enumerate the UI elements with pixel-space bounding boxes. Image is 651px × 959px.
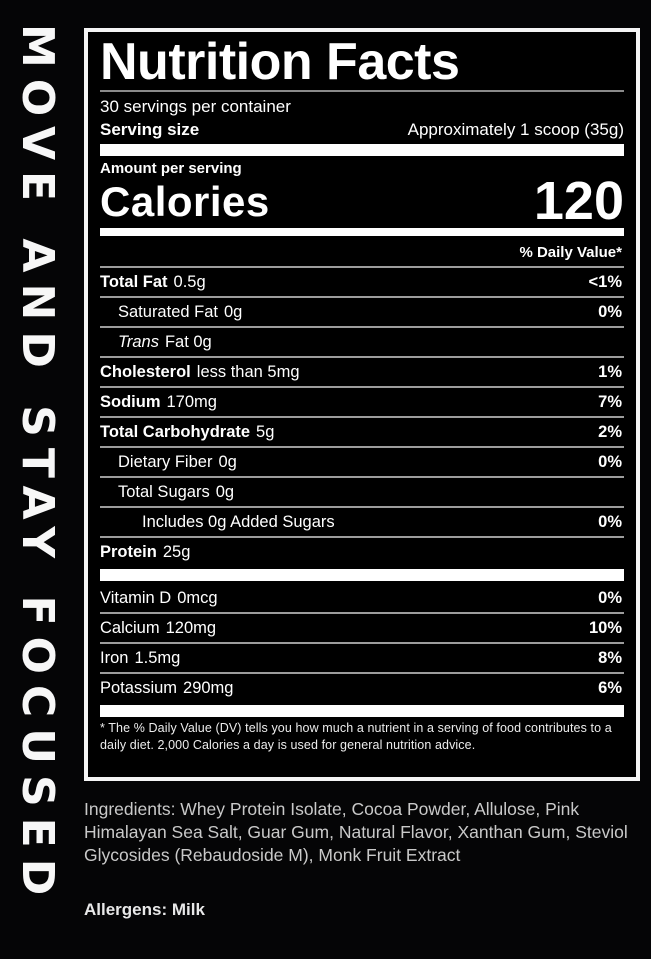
nutrient-row: Protein 25g — [100, 536, 624, 566]
daily-value-header: % Daily Value* — [519, 244, 622, 261]
nutrient-name: Sodium — [100, 393, 161, 411]
nutrient-amount: less than 5mg — [196, 363, 300, 381]
nutrient-name: Total Carbohydrate — [100, 423, 251, 441]
nutrient-name: Saturated Fat — [118, 303, 218, 321]
nutrient-text: Total Carbohydrate 5g — [100, 421, 274, 443]
nutrient-daily-value: <1% — [588, 273, 622, 291]
nutrient-name: Iron — [100, 649, 129, 667]
nutrient-name: Dietary Fiber — [118, 453, 213, 471]
thick-divider-bar — [100, 144, 624, 156]
nutrient-text: Includes 0g Added Sugars — [142, 511, 335, 533]
nutrient-daily-value: 0% — [598, 589, 622, 607]
nutrient-daily-value: 8% — [598, 649, 622, 667]
nutrient-text: Potassium 290mg — [100, 677, 233, 699]
nutrient-name: Trans — [118, 333, 159, 351]
side-slogan-text: MOVE AND STAY FOCUSED — [12, 24, 63, 907]
nutrient-row: Potassium 290mg 6% — [100, 672, 624, 702]
allergens-text: Allergens: Milk — [84, 900, 205, 919]
nutrient-name: Cholesterol — [100, 363, 191, 381]
nutrient-row: Total Sugars 0g — [100, 476, 624, 506]
nutrient-row: Includes 0g Added Sugars 0% — [100, 506, 624, 536]
nutrient-amount: 170mg — [166, 393, 217, 411]
nutrient-amount: 0mcg — [177, 589, 218, 607]
nutrient-daily-value: 6% — [598, 679, 622, 697]
nutrient-daily-value: 1% — [598, 363, 622, 381]
nutrient-daily-value: 2% — [598, 423, 622, 441]
nutrient-daily-value: 0% — [598, 513, 622, 531]
nutrient-text: Vitamin D 0mcg — [100, 587, 218, 609]
serving-size-value: Approximately 1 scoop (35g) — [407, 120, 624, 139]
title-divider — [100, 90, 624, 92]
nutrient-row: Vitamin D 0mcg 0% — [100, 584, 624, 612]
calories-value: 120 — [533, 171, 624, 231]
nutrient-daily-value: 10% — [588, 619, 622, 637]
nutrient-row: Saturated Fat 0g 0% — [100, 296, 624, 326]
nutrient-row: Total Fat 0.5g <1% — [100, 266, 624, 296]
medium-divider-bar — [100, 228, 624, 236]
nutrient-text: Trans Fat 0g — [118, 331, 212, 353]
nutrient-amount: 0g — [218, 453, 237, 471]
serving-size-row: Serving size Approximately 1 scoop (35g) — [100, 118, 624, 141]
nutrient-daily-value: 0% — [598, 303, 622, 321]
nutrient-amount: 25g — [162, 543, 191, 561]
nutrient-text: Protein 25g — [100, 541, 190, 563]
thick-divider-bar — [100, 705, 624, 717]
nutrient-amount: Fat 0g — [164, 333, 212, 351]
nutrient-row: Dietary Fiber 0g 0% — [100, 446, 624, 476]
nutrient-row: Cholesterol less than 5mg 1% — [100, 356, 624, 386]
nutrient-name: Protein — [100, 543, 157, 561]
nutrient-row: Sodium 170mg 7% — [100, 386, 624, 416]
nutrition-facts-panel: Nutrition Facts 30 servings per containe… — [84, 28, 640, 781]
nutrient-amount: 0.5g — [173, 273, 206, 291]
nutrient-row: Total Carbohydrate 5g 2% — [100, 416, 624, 446]
nutrient-name: Total Fat — [100, 273, 168, 291]
ingredients-text: Ingredients: Whey Protein Isolate, Cocoa… — [84, 799, 628, 865]
nutrient-text: Cholesterol less than 5mg — [100, 361, 300, 383]
servings-per-container: 30 servings per container — [100, 97, 291, 116]
nutrition-facts-title: Nutrition Facts — [100, 33, 460, 91]
nutrient-amount: 0g — [215, 483, 235, 501]
serving-size-label: Serving size — [100, 120, 200, 139]
nutrient-row: Calcium 120mg 10% — [100, 612, 624, 642]
daily-value-footnote: * The % Daily Value (DV) tells you how m… — [100, 721, 612, 752]
nutrient-amount: 1.5mg — [134, 649, 181, 667]
nutrient-row: Iron 1.5mg 8% — [100, 642, 624, 672]
nutrient-text: Sodium 170mg — [100, 391, 217, 413]
nutrient-name: Includes 0g Added Sugars — [142, 513, 335, 531]
thick-divider-bar — [100, 569, 624, 581]
amount-per-serving-label: Amount per serving — [100, 160, 242, 177]
calories-label: Calories — [100, 178, 270, 225]
nutrient-text: Total Sugars 0g — [118, 481, 234, 503]
nutrient-amount: 5g — [256, 423, 275, 441]
nutrient-text: Total Fat 0.5g — [100, 271, 206, 293]
nutrient-amount: 290mg — [183, 679, 234, 697]
nutrient-text: Calcium 120mg — [100, 617, 216, 639]
nutrient-rows: Total Fat 0.5g <1% Saturated Fat 0g 0% Tra… — [100, 266, 624, 566]
nutrient-row: Trans Fat 0g — [100, 326, 624, 356]
calories-row: Calories 120 — [100, 171, 624, 231]
vitamin-rows: Vitamin D 0mcg 0% Calcium 120mg 10% Iron 1.… — [100, 584, 624, 702]
nutrient-text: Iron 1.5mg — [100, 647, 180, 669]
nutrient-text: Dietary Fiber 0g — [118, 451, 237, 473]
nutrient-name: Potassium — [100, 679, 178, 697]
nutrient-amount: 120mg — [165, 619, 217, 637]
nutrient-name: Calcium — [100, 619, 160, 637]
nutrient-name: Vitamin D — [100, 589, 172, 607]
nutrient-text: Saturated Fat 0g — [118, 301, 242, 323]
nutrient-daily-value: 7% — [598, 393, 622, 411]
nutrient-daily-value: 0% — [598, 453, 622, 471]
nutrient-name: Total Sugars — [118, 483, 210, 501]
nutrient-amount: 0g — [223, 303, 243, 321]
